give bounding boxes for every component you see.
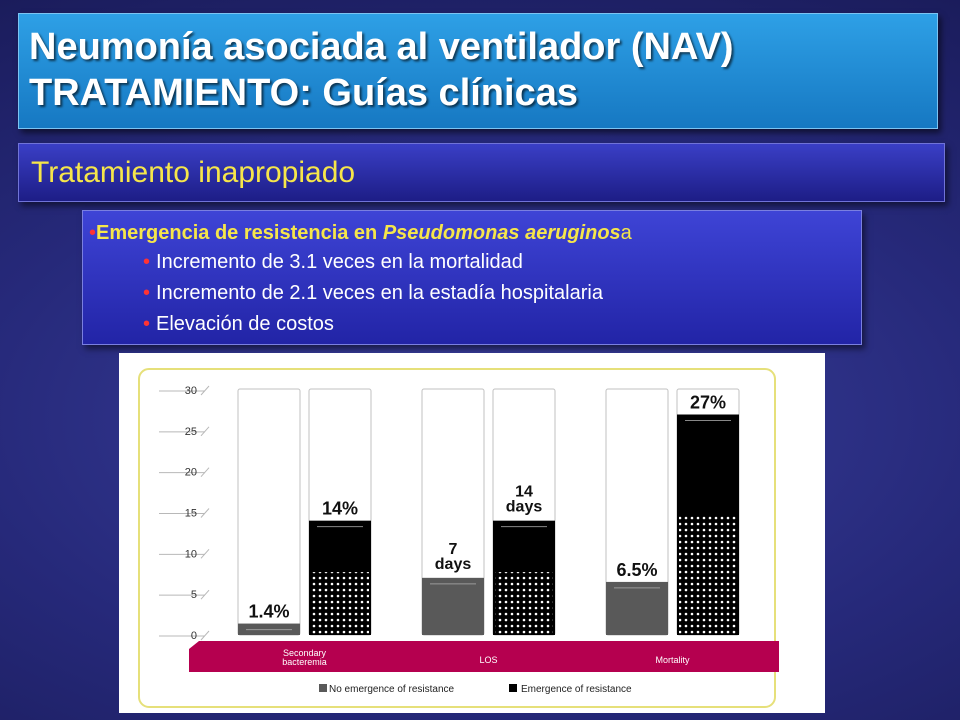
bullet-dot: • [143,282,151,304]
legend-label-no-resistance: No emergence of resistance [329,684,455,695]
sub-bullet-text: Incremento de 2.1 veces en la estadía ho… [156,282,603,304]
category-label: Mortality [655,655,690,665]
bar-dot-texture [495,572,553,635]
legend-label-resistance: Emergence of resistance [521,684,632,695]
y-tick-label: 10 [185,548,197,560]
bar-value-label: 14% [322,499,358,519]
y-tick-label: 30 [185,385,197,397]
slide-subtitle: Tratamiento inapropiado [31,156,356,189]
bar-value-label: days [506,499,543,516]
y-tick-slash [200,630,210,641]
main-bullet-text: Emergencia de resistencia en [96,222,383,244]
bar-value-label: days [435,556,472,573]
y-tick-slash [200,467,210,477]
bar-no-resistance [422,577,484,635]
bar-value-label: 27% [690,393,726,413]
y-tick-slash [200,508,210,518]
slide-title-line-1: Neumonía asociada al ventilador (NAV) [29,26,734,68]
main-bullet-tail: a [620,222,632,244]
subtitle-banner: Tratamiento inapropiado [18,143,945,202]
category-band [189,641,779,672]
bullet-dot: • [143,251,151,273]
bar-value-label: 7 [449,541,458,558]
bar-value-label: 14 [515,484,533,501]
bullet-panel: •Emergencia de resistencia en Pseudomona… [82,210,862,345]
bar-outline [237,388,301,636]
category-label: Secondary [283,648,327,658]
sub-bullet-mortality: • Incremento de 3.1 veces en la mortalida… [89,247,861,278]
sub-bullet-text: Elevación de costos [156,313,334,335]
legend-swatch-resistance [509,684,517,692]
y-tick-label: 0 [191,630,197,642]
bar-no-resistance [606,581,668,635]
bar-dot-texture [679,513,737,635]
y-tick-slash [200,589,210,600]
resistance-chart: 0 5 10 15 20 25 30 Secondary bacteremia LOS Mortal… [119,353,825,713]
title-banner: Neumonía asociada al ventilador (NAV) TR… [18,13,938,129]
y-tick-label: 25 [185,426,197,438]
main-bullet-italic: Pseudomonas aeruginos [382,222,621,244]
bar-value-label: 6.5% [616,560,657,580]
bullet-dot: • [89,222,97,244]
y-tick-label: 20 [185,467,197,479]
slide-title-line-2: TRATAMIENTO: Guías clínicas [29,72,578,114]
y-tick-slash [200,549,210,559]
y-tick-slash [200,426,210,437]
y-tick-label: 5 [191,589,197,601]
sub-bullet-costs: • Elevación de costos [89,309,861,340]
sub-bullet-stay: • Incremento de 2.1 veces en la estadía h… [89,278,861,309]
sub-bullet-text: Incremento de 3.1 veces en la mortalidad [156,251,523,273]
bar-value-label: 1.4% [248,602,289,622]
y-tick-label: 15 [185,508,197,520]
category-label: LOS [479,655,497,665]
bar-dot-texture [311,572,369,635]
main-bullet: •Emergencia de resistencia en Pseudomona… [89,219,861,247]
bullet-dot: • [143,313,151,335]
legend-swatch-no-resistance [319,684,327,692]
category-label: bacteremia [282,657,327,667]
chart-frame [138,368,776,708]
y-tick-slash [200,385,210,396]
